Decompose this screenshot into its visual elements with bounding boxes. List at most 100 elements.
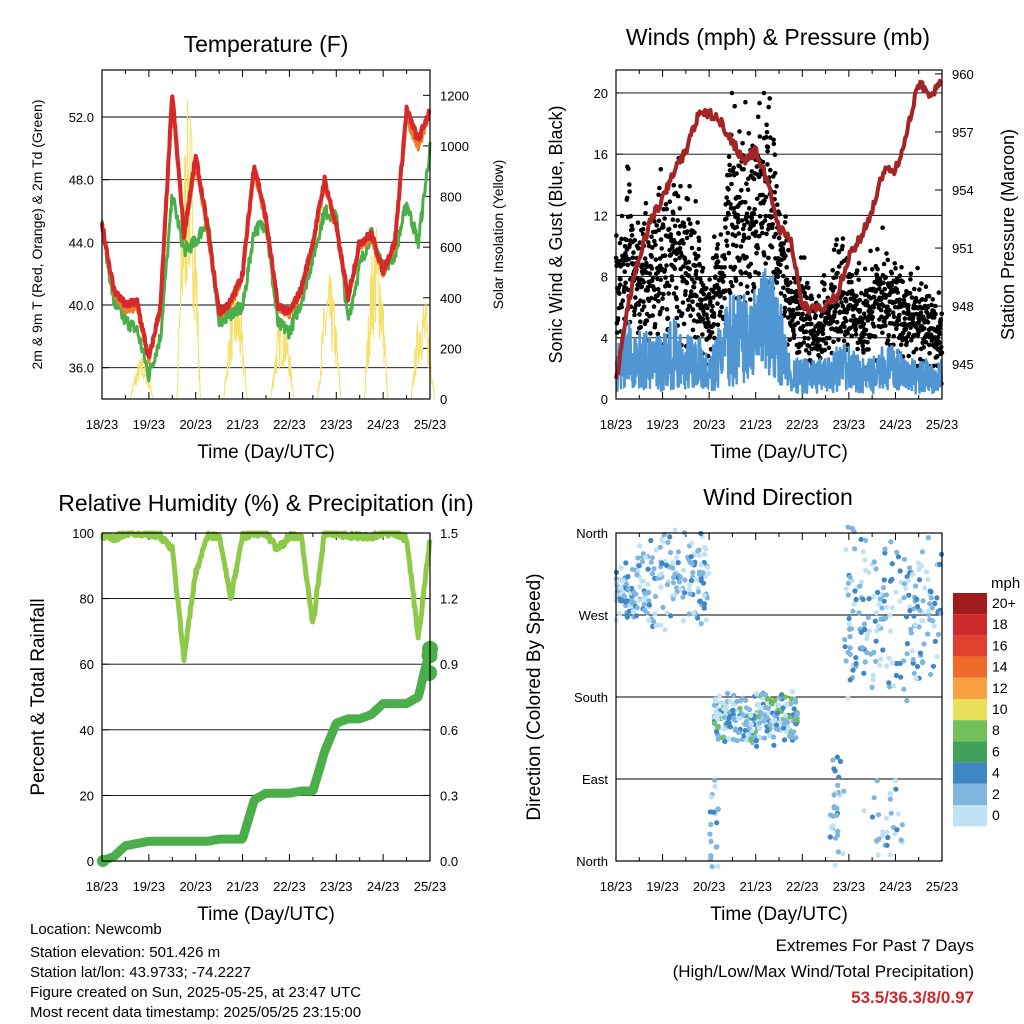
direction-point (782, 712, 789, 719)
legend-label: 8 (992, 722, 1000, 738)
direction-point (697, 598, 703, 604)
gust-point (887, 307, 892, 313)
direction-point (835, 782, 841, 789)
gust-point (762, 198, 767, 203)
direction-point (722, 738, 728, 745)
gust-point (652, 322, 658, 327)
direction-point (642, 607, 648, 613)
gust-point (737, 129, 742, 134)
gust-point (834, 237, 840, 242)
gust-point (730, 169, 736, 174)
direction-point (897, 598, 903, 604)
gust-point (657, 291, 662, 296)
gust-point (618, 276, 623, 282)
gust-point (700, 282, 706, 288)
gust-point (724, 238, 729, 244)
gust-point (767, 96, 772, 101)
gust-point (688, 232, 694, 238)
gust-point (919, 281, 924, 286)
direction-point (690, 570, 696, 576)
legend-swatch (953, 720, 987, 742)
direction-point (658, 584, 664, 590)
gust-point (729, 181, 734, 187)
gust-point (743, 270, 749, 276)
humidity-ytick-label: 0 (87, 854, 94, 869)
winds-y2tick-label: 951 (952, 241, 974, 256)
direction-point (883, 815, 890, 821)
direction-point (904, 651, 910, 657)
gust-point (724, 216, 729, 221)
temperature-panel: Temperature (F) 18/23 19/23 20/23 21/23 22/23… (29, 31, 506, 463)
direction-point (646, 617, 652, 624)
gust-point (626, 166, 631, 171)
direction-point (668, 613, 674, 619)
gust-point (643, 200, 649, 206)
gust-point (617, 240, 623, 246)
gust-point (760, 230, 765, 236)
direction-point (672, 592, 678, 598)
gust-point (655, 331, 661, 337)
gust-point (632, 238, 638, 243)
direction-point (645, 581, 651, 588)
gust-point (662, 267, 668, 273)
gust-point (829, 303, 835, 309)
direction-point (716, 711, 723, 717)
gust-point (636, 245, 641, 251)
direction-point (845, 524, 851, 530)
gust-point (897, 273, 903, 279)
direction-point (861, 621, 868, 627)
gust-point (747, 274, 753, 279)
direction-point (658, 622, 664, 628)
winds-xtick-label: 19/23 (646, 417, 679, 432)
gust-point (711, 322, 717, 327)
direction-point (712, 783, 718, 790)
direction-point (871, 795, 877, 801)
gust-point (787, 307, 792, 312)
gust-point (794, 299, 800, 305)
gust-point (637, 312, 642, 317)
gust-point (861, 311, 867, 317)
direction-point (835, 849, 841, 855)
direction-point (670, 560, 676, 566)
direction-point (935, 631, 942, 638)
direction-point (888, 810, 894, 816)
gust-point (893, 266, 898, 271)
extremes-subtitle: (High/Low/Max Wind/Total Precipitation) (672, 962, 974, 981)
direction-point (721, 706, 727, 712)
gust-point (928, 333, 934, 339)
legend-swatch (953, 635, 987, 657)
direction-point (899, 822, 906, 828)
gust-point (642, 256, 648, 261)
gust-point (805, 280, 810, 286)
direction-point (695, 589, 702, 595)
direction-point (625, 586, 631, 592)
direction-point (930, 663, 937, 669)
gust-point (713, 274, 718, 280)
direction-point (675, 549, 682, 555)
direction-point (784, 701, 790, 707)
gust-point (764, 231, 769, 237)
legend-swatch (953, 699, 987, 721)
gust-point (705, 316, 710, 321)
direction-point (790, 734, 796, 740)
direction-point (753, 691, 760, 697)
gust-point (746, 235, 752, 240)
gust-point (788, 280, 793, 285)
gust-point (697, 263, 702, 268)
winds-xtick-label: 22/23 (786, 417, 819, 432)
gust-point (914, 346, 919, 352)
legend-swatch (953, 783, 987, 805)
direction-point (905, 578, 911, 584)
gust-point (656, 227, 662, 233)
gust-point (722, 295, 727, 301)
direction-point (837, 758, 844, 765)
direction-point (893, 786, 899, 792)
gust-point (710, 295, 716, 300)
direction-point (680, 594, 686, 600)
gust-point (732, 210, 737, 215)
direction-point (785, 725, 791, 731)
direction-point (648, 559, 654, 565)
gust-point (833, 274, 839, 280)
gust-point (658, 309, 663, 315)
gust-point (902, 316, 908, 321)
